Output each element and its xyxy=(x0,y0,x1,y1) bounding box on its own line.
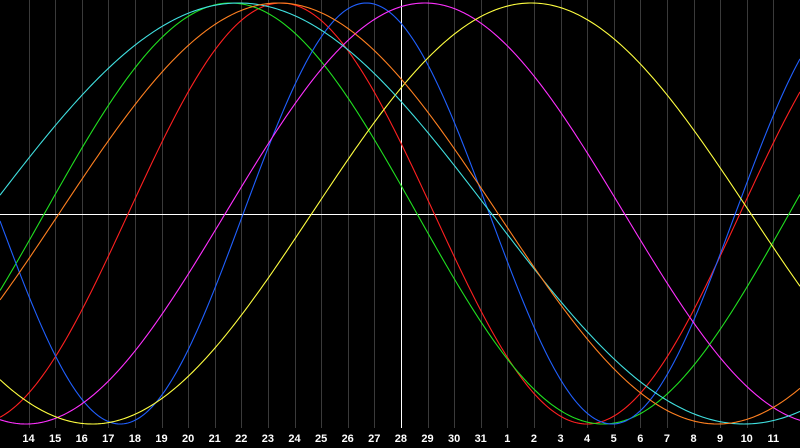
x-tick-label: 26 xyxy=(342,433,354,445)
x-tick-label: 27 xyxy=(368,433,380,445)
x-tick-label: 18 xyxy=(129,433,141,445)
x-tick-label: 6 xyxy=(637,433,643,445)
x-tick-labels: 14 15 16 17 18 19 20 21 22 23 24 25 26 27 28 29 30 31 1 2 3 4… xyxy=(22,433,779,445)
series-line-4 xyxy=(0,2,800,425)
crosshair xyxy=(0,0,800,428)
x-tick-label: 4 xyxy=(584,433,591,445)
series-line-5 xyxy=(0,2,800,425)
x-tick-label: 11 xyxy=(767,433,779,445)
x-tick-label: 22 xyxy=(235,433,247,445)
series-lines xyxy=(0,2,800,425)
x-tick-label: 2 xyxy=(531,433,537,445)
x-tick-label: 10 xyxy=(741,433,753,445)
x-tick-label: 3 xyxy=(557,433,563,445)
x-tick-label: 23 xyxy=(262,433,274,445)
series-line-2 xyxy=(0,2,800,425)
series-line-6 xyxy=(0,2,800,425)
x-tick-label: 30 xyxy=(448,433,460,445)
x-tick-label: 19 xyxy=(155,433,167,445)
x-tick-label: 24 xyxy=(288,433,301,445)
x-tick-label: 1 xyxy=(504,433,510,445)
x-tick-label: 20 xyxy=(182,433,194,445)
x-tick-label: 14 xyxy=(22,433,35,445)
series-line-3 xyxy=(0,2,800,425)
x-tick-label: 17 xyxy=(102,433,114,445)
x-tick-label: 5 xyxy=(611,433,617,445)
x-tick-label: 16 xyxy=(76,433,88,445)
series-line-7 xyxy=(0,2,800,425)
series-line-1 xyxy=(0,2,800,425)
x-tick-label: 31 xyxy=(475,433,487,445)
x-tick-label: 21 xyxy=(209,433,221,445)
x-tick-label: 25 xyxy=(315,433,327,445)
x-tick-label: 7 xyxy=(664,433,670,445)
x-tick-label: 28 xyxy=(395,433,407,445)
x-tick-label: 15 xyxy=(49,433,61,445)
x-tick-label: 29 xyxy=(421,433,433,445)
x-tick-label: 8 xyxy=(690,433,696,445)
x-tick-label: 9 xyxy=(717,433,723,445)
